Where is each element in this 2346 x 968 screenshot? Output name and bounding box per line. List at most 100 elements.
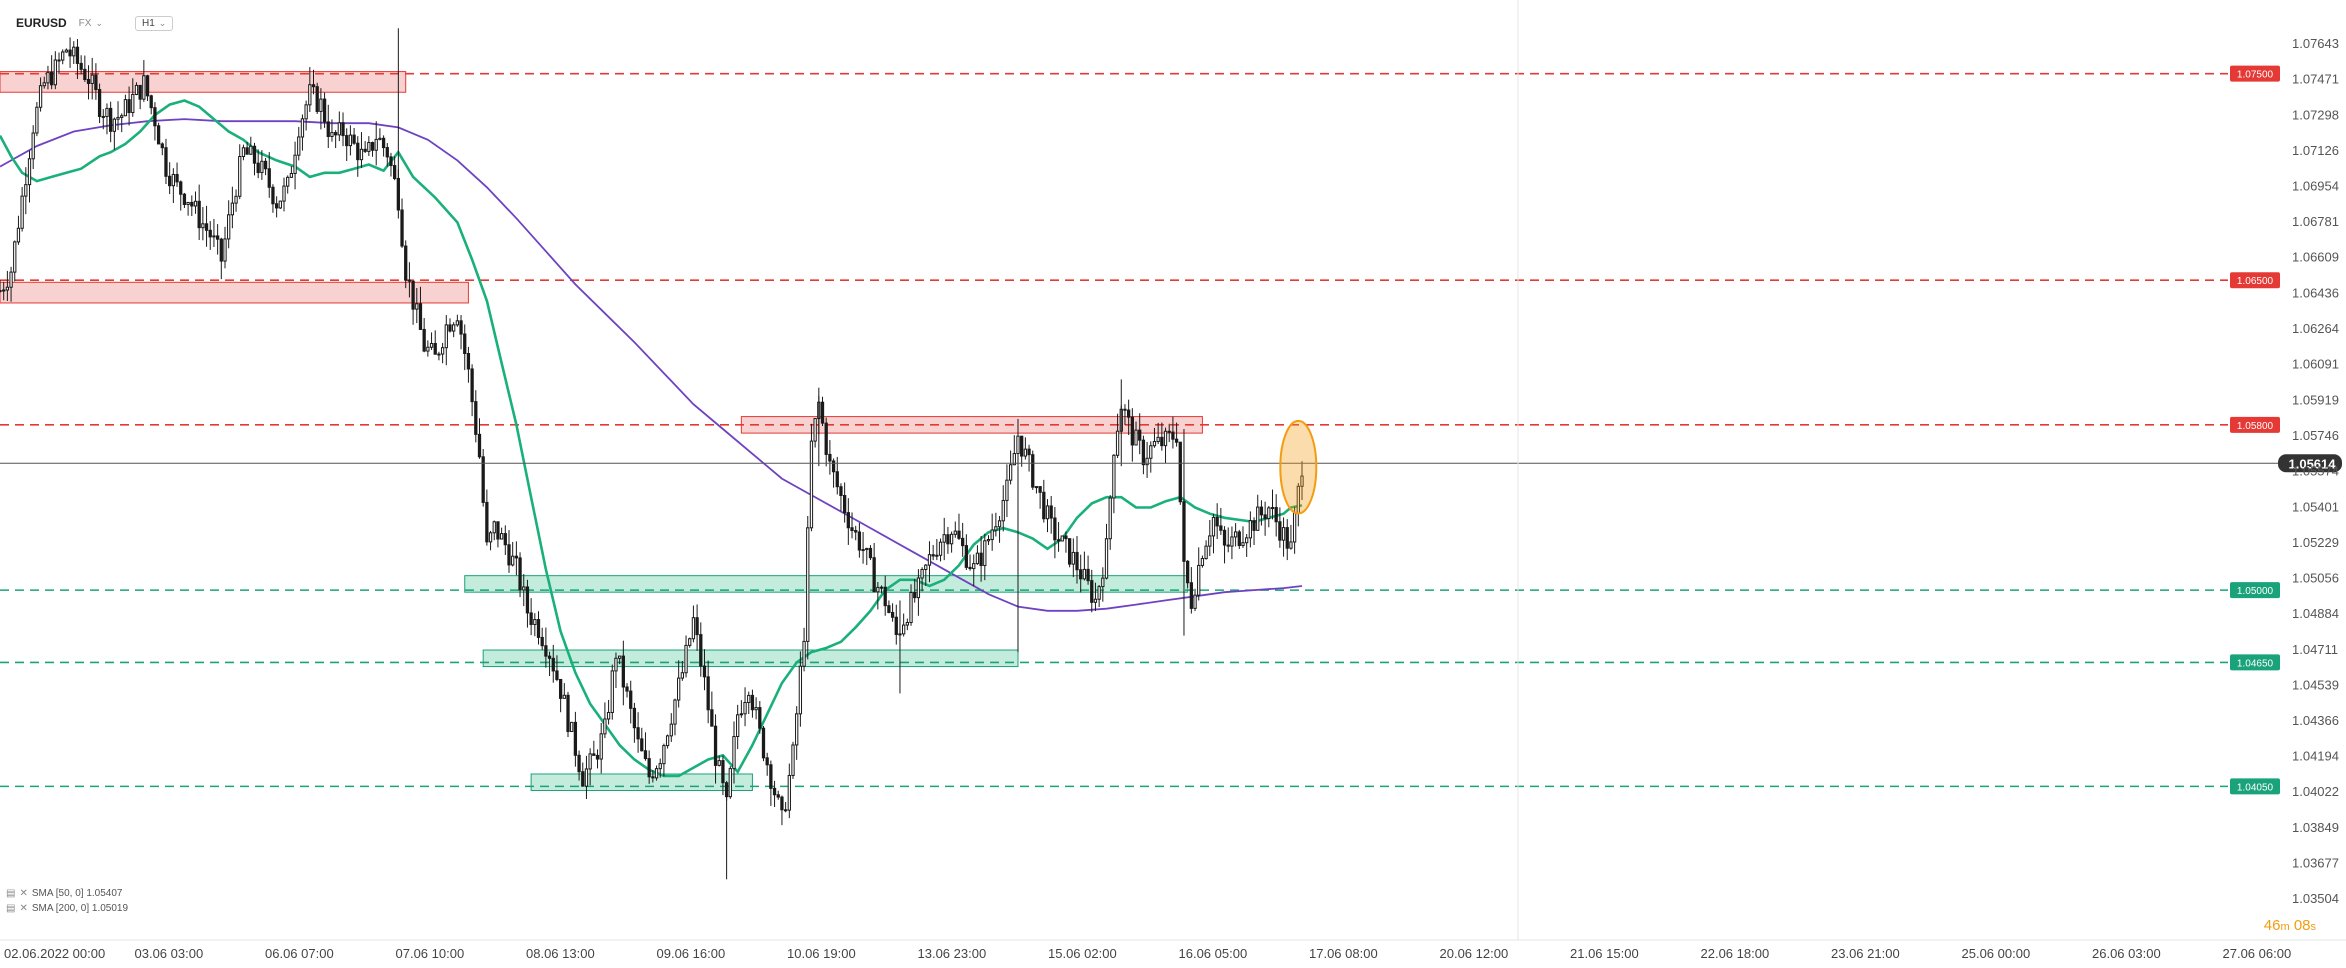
candle-body xyxy=(1001,499,1005,522)
market-dropdown[interactable]: FX ⌄ xyxy=(79,18,103,29)
candle-body xyxy=(459,320,463,335)
candle-body xyxy=(1285,527,1289,549)
candle-body xyxy=(145,75,150,97)
candle-body xyxy=(31,132,35,160)
candle-body xyxy=(872,557,876,593)
candle-body xyxy=(1056,539,1061,542)
candle-body xyxy=(894,616,898,635)
close-icon[interactable]: ✕ xyxy=(19,903,28,914)
candle-body xyxy=(1230,536,1234,547)
candle-body xyxy=(381,137,386,149)
candle-body xyxy=(1160,436,1164,447)
candle-body xyxy=(153,107,157,127)
candle-body xyxy=(828,453,832,462)
candle-body xyxy=(1005,479,1009,501)
candle-body xyxy=(691,617,696,640)
candle-body xyxy=(820,401,825,424)
candle-body xyxy=(536,619,541,638)
candles xyxy=(0,28,1304,880)
candle-body xyxy=(710,709,714,727)
resistance-badge-label: 1.06500 xyxy=(2237,276,2274,287)
candle-body xyxy=(540,636,544,647)
candle-body xyxy=(614,657,618,672)
candle-body xyxy=(902,624,906,635)
candle-body xyxy=(156,125,161,145)
candle-body xyxy=(437,353,441,356)
candle-body xyxy=(142,75,146,100)
candle-body xyxy=(927,554,932,566)
candle-body xyxy=(286,176,290,187)
candle-body xyxy=(263,160,268,170)
y-tick-label: 1.04194 xyxy=(2292,749,2339,764)
candle-body xyxy=(1141,439,1146,466)
candle-body xyxy=(241,147,246,158)
candle-body xyxy=(0,290,2,293)
x-tick-label: 10.06 19:00 xyxy=(787,946,856,961)
candle-body xyxy=(595,754,600,760)
resistance-badge-label: 1.05800 xyxy=(2237,421,2274,432)
timeframe-dropdown[interactable]: H1 ⌄ xyxy=(135,15,174,31)
candle-body xyxy=(842,495,847,514)
candle-body xyxy=(492,521,496,534)
countdown-s-unit: s xyxy=(2310,921,2317,933)
candle-body xyxy=(1071,551,1075,565)
candle-body xyxy=(754,707,758,711)
candle-body xyxy=(695,617,699,636)
candle-body xyxy=(16,227,21,243)
candle-body xyxy=(86,78,91,84)
settings-icon[interactable]: ▤ xyxy=(6,903,16,914)
candle-body xyxy=(68,49,72,57)
candle-body xyxy=(488,532,493,543)
candle-body xyxy=(850,527,854,532)
candle-body xyxy=(566,694,570,733)
candle-body xyxy=(444,324,448,349)
candle-body xyxy=(337,122,341,136)
candle-body xyxy=(1163,430,1168,447)
candle-body xyxy=(260,160,264,174)
close-icon[interactable]: ✕ xyxy=(19,888,28,899)
candle-body xyxy=(120,115,124,118)
y-tick-label: 1.04022 xyxy=(2292,784,2339,799)
candle-body xyxy=(131,93,135,114)
candle-body xyxy=(791,744,795,776)
candle-body xyxy=(835,471,839,488)
candle-body xyxy=(883,586,887,607)
candle-body xyxy=(227,214,231,240)
candle-body xyxy=(212,235,216,238)
candle-body xyxy=(1115,430,1120,456)
candle-body xyxy=(46,71,50,84)
symbol-label[interactable]: EURUSD xyxy=(16,16,67,30)
candle-body xyxy=(961,537,965,547)
candle-body xyxy=(529,612,533,625)
y-tick-label: 1.03849 xyxy=(2292,820,2339,835)
legend-sma200[interactable]: ▤ ✕ SMA [200, 0] 1.05019 xyxy=(6,901,128,916)
candle-body xyxy=(319,98,323,112)
support-zone xyxy=(530,773,753,792)
candle-body xyxy=(1167,430,1171,433)
candle-body xyxy=(743,701,747,715)
chevron-down-icon: ⌄ xyxy=(158,17,167,28)
candle-body xyxy=(1281,527,1286,541)
candle-body xyxy=(215,235,220,240)
candle-body xyxy=(267,168,271,188)
settings-icon[interactable]: ▤ xyxy=(6,888,16,899)
candle-body xyxy=(669,723,673,737)
candle-body xyxy=(1134,429,1138,446)
candle-body xyxy=(1156,436,1160,443)
y-tick-label: 1.06091 xyxy=(2292,357,2339,372)
x-tick-label: 13.06 23:00 xyxy=(918,946,987,961)
candle-body xyxy=(496,521,500,540)
y-tick-label: 1.04366 xyxy=(2292,713,2339,728)
candle-body xyxy=(363,148,367,152)
candle-body xyxy=(160,143,164,149)
candle-body xyxy=(514,555,519,559)
candle-body xyxy=(879,586,884,589)
legend-sma50[interactable]: ▤ ✕ SMA [50, 0] 1.05407 xyxy=(6,886,128,901)
candle-body xyxy=(665,735,670,747)
candle-body xyxy=(783,809,788,812)
candle-body xyxy=(300,118,305,138)
y-tick-label: 1.03677 xyxy=(2292,855,2339,870)
candle-body xyxy=(562,694,566,699)
candle-body xyxy=(293,154,297,174)
